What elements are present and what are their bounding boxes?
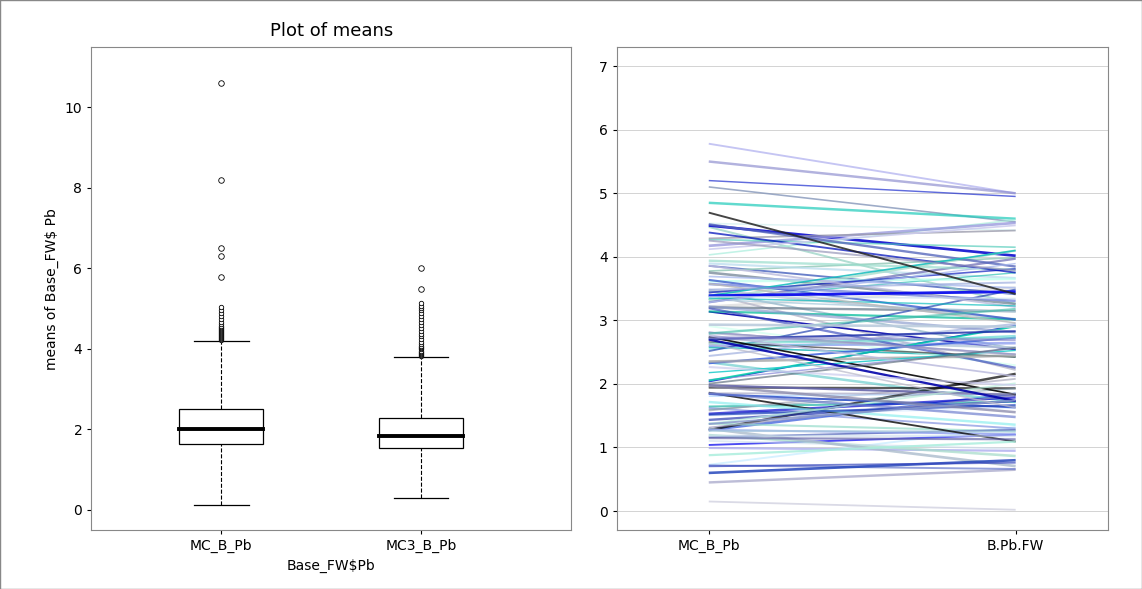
Y-axis label: means of Base_FW$ Pb: means of Base_FW$ Pb xyxy=(45,208,59,369)
Title: Plot of means: Plot of means xyxy=(270,22,393,40)
FancyBboxPatch shape xyxy=(179,409,263,444)
FancyBboxPatch shape xyxy=(379,418,464,448)
X-axis label: Base_FW$Pb: Base_FW$Pb xyxy=(287,559,376,573)
